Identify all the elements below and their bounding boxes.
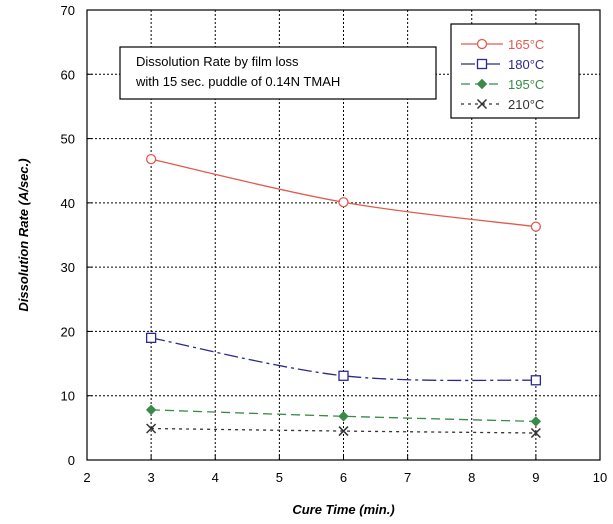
legend-label: 210°C — [508, 97, 544, 112]
y-tick-label: 0 — [68, 453, 75, 468]
legend-item: 195°C — [461, 77, 544, 92]
x-tick-label: 9 — [532, 470, 539, 485]
legend-marker — [476, 38, 488, 50]
y-tick-label: 70 — [61, 3, 75, 18]
legend-item: 180°C — [461, 57, 544, 72]
x-tick-label: 4 — [212, 470, 219, 485]
axis-ticks: 2 3 4 5 6 7 8 9 10 0 10 20 30 40 50 60 70 — [61, 3, 608, 485]
series-lines — [145, 153, 542, 439]
data-point — [530, 427, 541, 439]
legend-marker — [476, 98, 488, 110]
x-tick-label: 2 — [83, 470, 90, 485]
data-point — [145, 153, 157, 165]
series-line — [150, 158, 536, 228]
legend-label: 165°C — [508, 37, 544, 52]
y-axis-label: Dissolution Rate (A/sec.) — [16, 158, 31, 311]
legend: 165°C 180°C 195°C 210°C — [450, 23, 580, 119]
data-point — [338, 370, 349, 381]
y-tick-label: 50 — [61, 132, 75, 147]
data-point — [146, 423, 157, 434]
annotation-box: Dissolution Rate by film loss with 15 se… — [119, 46, 437, 100]
legend-frame — [450, 23, 580, 119]
legend-item: 210°C — [461, 97, 544, 112]
data-point — [530, 221, 542, 232]
series-2 — [145, 404, 542, 427]
data-point — [530, 416, 542, 427]
y-tick-label: 10 — [61, 389, 75, 404]
x-tick-label: 5 — [276, 470, 283, 485]
x-tick-label: 10 — [593, 470, 607, 485]
y-tick-label: 40 — [61, 196, 75, 211]
legend-marker — [476, 58, 488, 70]
data-point — [338, 197, 349, 208]
data-point — [145, 332, 157, 344]
data-point — [338, 411, 349, 422]
series-3 — [146, 423, 541, 439]
series-line — [150, 337, 536, 382]
data-point — [530, 375, 542, 386]
legend-label: 195°C — [508, 77, 544, 92]
y-tick-label: 30 — [61, 260, 75, 275]
legend-item: 165°C — [461, 37, 544, 52]
x-axis-label: Cure Time (min.) — [292, 502, 394, 517]
y-tick-label: 20 — [61, 324, 75, 339]
data-point — [145, 404, 157, 416]
annotation-line-1: Dissolution Rate by film loss — [136, 54, 299, 69]
x-tick-label: 7 — [404, 470, 411, 485]
series-0 — [145, 153, 542, 232]
y-tick-label: 60 — [61, 67, 75, 82]
x-tick-label: 3 — [148, 470, 155, 485]
x-tick-label: 6 — [340, 470, 347, 485]
annotation-line-2: with 15 sec. puddle of 0.14N TMAH — [135, 74, 340, 89]
legend-marker — [476, 78, 488, 90]
series-line — [151, 409, 536, 423]
series-1 — [145, 332, 542, 386]
legend-label: 180°C — [508, 57, 544, 72]
x-tick-label: 8 — [468, 470, 475, 485]
annotation-frame — [119, 46, 437, 100]
data-point — [338, 426, 349, 437]
